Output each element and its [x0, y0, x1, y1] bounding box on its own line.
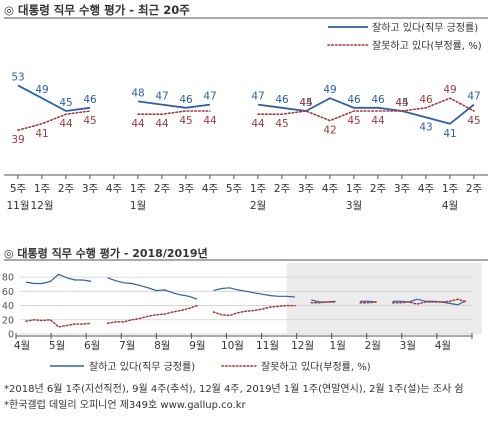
negative-value-label: 49	[443, 84, 456, 96]
x-tick-label-month: 8월	[154, 340, 170, 352]
negative-value-label: 45	[179, 115, 192, 127]
x-tick-label-week: 4주	[322, 183, 339, 195]
negative-value-label: 44	[251, 118, 265, 130]
x-tick-label-month: 6월	[84, 340, 100, 352]
x-tick-label-week: 2주	[154, 183, 171, 195]
x-tick-label-week: 4주	[418, 183, 435, 195]
x-tick-label-month: 7월	[119, 340, 135, 352]
negative-value-label: 45	[275, 118, 288, 130]
positive-value-label: 49	[35, 84, 48, 96]
negative-value-label: 44	[299, 97, 313, 109]
positive-value-label: 46	[347, 94, 361, 106]
x-tick-label-month: 12월	[30, 200, 53, 212]
x-tick-label-week: 1주	[130, 183, 147, 195]
x-tick-label-month: 10월	[221, 340, 244, 352]
positive-value-label: 45	[59, 97, 72, 109]
negative-value-label: 44	[131, 118, 145, 130]
footnote-survey-gaps: *2018년 6월 1주(지선직전), 9월 4주(추석), 12월 4주, 2…	[4, 384, 464, 395]
x-tick-label-week: 1주	[442, 183, 459, 195]
positive-value-label: 48	[131, 87, 144, 99]
x-tick-label-month: 12월	[291, 340, 314, 352]
positive-value-label: 46	[179, 94, 193, 106]
negative-rate-line-2018-2019	[25, 298, 467, 328]
y-tick-label: 40	[2, 301, 14, 312]
negative-value-label: 44	[59, 118, 73, 130]
x-tick-label-month: 2월	[365, 340, 381, 352]
legend-negative-label: 잘못하고 있다(부정률, %)	[372, 39, 482, 52]
x-tick-label-week: 3주	[82, 183, 99, 195]
negative-value-label: 42	[323, 125, 336, 137]
x-tick-label-week: 3주	[298, 183, 315, 195]
legend-positive-label-2: 잘하고 있다(직무 긍정률)	[89, 360, 195, 373]
x-tick-label-week: 1주	[250, 183, 267, 195]
positive-value-label: 53	[11, 71, 24, 83]
negative-value-label: 44	[371, 115, 385, 127]
x-tick-label-month: 1월	[130, 200, 146, 212]
x-tick-label-month: 4월	[14, 340, 30, 352]
y-tick-label: 60	[2, 287, 14, 298]
y-tick-label: 80	[2, 273, 14, 284]
x-tick-label-month: 1월	[330, 340, 346, 352]
positive-rate-line	[17, 84, 475, 125]
shaded-region	[286, 263, 482, 334]
x-tick-label-week: 1주	[346, 183, 363, 195]
negative-value-label: 44	[155, 118, 169, 130]
positive-value-label: 47	[203, 91, 216, 103]
negative-value-label: 45	[83, 115, 96, 127]
negative-value-label: 45	[467, 115, 480, 127]
x-tick-label-week: 1주	[34, 183, 51, 195]
positive-value-label: 47	[251, 91, 264, 103]
chart-top-svg: 5주 1주 2주 3주 4주 1주 2주 3주 4주 5주 1주 2주 3주 4주 1주 2주 3주 4주 1주 2주…	[4, 17, 488, 212]
positive-value-label: 45	[395, 97, 408, 109]
chart-title-bottom: ◎ 대통령 직무 수행 평가 - 2018/2019년	[4, 247, 208, 260]
x-tick-label-month: 4월	[435, 340, 451, 352]
x-tick-label-month: 5월	[49, 340, 65, 352]
positive-value-label: 46	[83, 94, 97, 106]
positive-value-label: 45	[299, 97, 312, 109]
positive-value-label: 43	[419, 121, 432, 133]
x-tick-label-week: 2주	[370, 183, 387, 195]
negative-value-label: 39	[11, 134, 24, 146]
positive-value-label: 46	[371, 94, 385, 106]
negative-value-label: 44	[203, 115, 217, 127]
x-tick-label-month: 11월	[256, 340, 279, 352]
x-tick-label-month: 4월	[442, 200, 458, 212]
x-tick-label-week: 2주	[466, 183, 483, 195]
x-tick-label-week: 2주	[58, 183, 75, 195]
x-tick-label-week: 4주	[202, 183, 219, 195]
chart-title-top: ◎ 대통령 직무 수행 평가 - 최근 20주	[4, 3, 190, 17]
footnote-source: *한국갤럽 데일리 오피니언 제349호 www.gallup.co.kr	[4, 400, 246, 411]
x-tick-label-week: 2주	[274, 183, 291, 195]
negative-value-label: 46	[419, 94, 433, 106]
x-tick-label-week: 3주	[394, 183, 411, 195]
x-tick-label-month: 11월	[6, 200, 29, 212]
x-tick-label-week: 5주	[10, 183, 27, 195]
y-tick-label: 20	[2, 315, 14, 326]
negative-rate-line	[17, 97, 475, 131]
negative-value-label: 44	[395, 97, 409, 109]
positive-value-label: 47	[467, 91, 480, 103]
negative-value-label: 41	[35, 128, 48, 140]
positive-value-label: 46	[275, 94, 289, 106]
x-tick-label-week: 3주	[178, 183, 195, 195]
x-tick-label-week: 4주	[106, 183, 123, 195]
x-tick-label-month: 3월	[346, 200, 362, 212]
x-tick-label-month: 3월	[400, 340, 416, 352]
positive-value-label: 47	[155, 91, 168, 103]
legend-positive-label: 잘하고 있다(직무 긍정률)	[372, 21, 478, 34]
legend-negative-label-2: 잘못하고 있다(부정률, %)	[261, 360, 371, 373]
negative-value-label: 45	[347, 115, 360, 127]
x-tick-label-week: 5주	[226, 183, 243, 195]
x-tick-label-month: 9월	[189, 340, 205, 352]
footnotes: *2018년 6월 1주(지선직전), 9월 4주(추석), 12월 4주, 2…	[4, 382, 464, 414]
x-tick-label-month: 2월	[250, 200, 266, 212]
y-tick-label: 0	[8, 330, 14, 341]
positive-value-label: 49	[323, 84, 336, 96]
positive-value-label: 41	[443, 128, 456, 140]
